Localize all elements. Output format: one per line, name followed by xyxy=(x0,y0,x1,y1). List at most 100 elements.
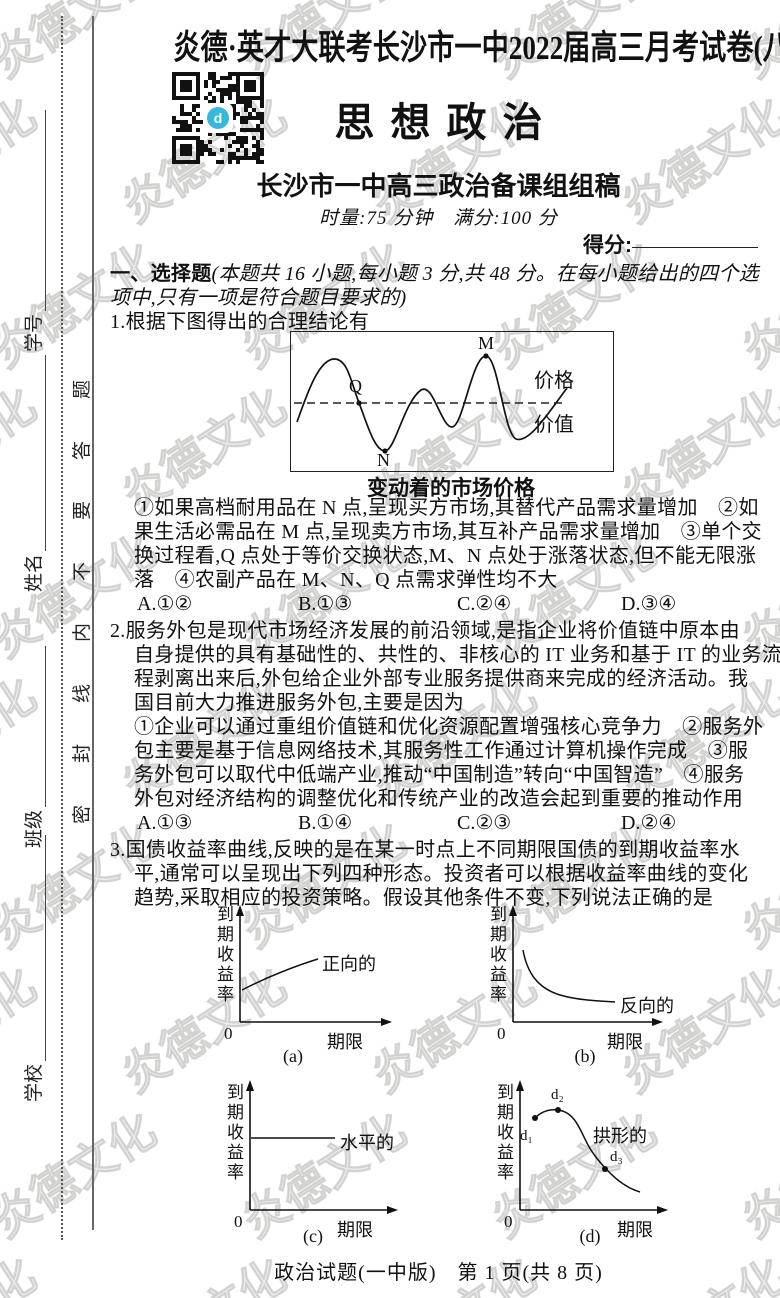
curve-label: 水平的 xyxy=(340,1133,394,1153)
origin-label: 0 xyxy=(224,1024,233,1043)
duration-score-line: 时量:75 分钟 满分:100 分 xyxy=(319,208,558,229)
y-axis-label: 到期收益率 xyxy=(494,1083,513,1183)
section-intro-line2: 项中,只有一项是符合题目要求的) xyxy=(110,287,407,309)
chart-caption: (c) xyxy=(303,1226,323,1246)
q3-line: 平,通常可以呈现出下列四种形态。投资者可以根据收益率曲线的变化 xyxy=(134,863,749,885)
q2-line: ①企业可以通过重组价值链和优化资源配置增强核心竞争力 ②服务外 xyxy=(134,716,764,738)
q2-line: 程剥离出来后,外包给企业外部专业服务提供商来完成的经济活动。我 xyxy=(134,668,749,690)
watermark-text: 炎德文化 xyxy=(732,1103,780,1248)
qr-logo-glyph: d xyxy=(207,107,229,129)
yield-chart-c: 到期收益率 0 期限 水平的 (c) xyxy=(210,1075,410,1246)
q1-option-c: C.②④ xyxy=(457,593,512,615)
q2-options-row: A.①③ B.①④ C.②③ D.②④ xyxy=(0,811,780,835)
q1-option-a: A.①② xyxy=(137,593,193,615)
seal-char: 线 xyxy=(72,683,94,703)
q1-stem: 1.根据下图得出的合理结论有 xyxy=(110,311,370,333)
seal-char: 不 xyxy=(72,562,94,582)
q1-line: 落 ④农副产品在 M、N、Q 点需求弹性均不大 xyxy=(134,569,558,591)
point-label-d1: d₁ xyxy=(520,1128,533,1144)
origin-label: 0 xyxy=(497,1024,506,1043)
margin-rule-line xyxy=(92,16,94,1230)
figure-point-n: N xyxy=(377,450,390,470)
q1-figure-price-fluctuation: Q M N 价格 价值 xyxy=(290,331,614,472)
curve-label: 反向的 xyxy=(620,996,674,1016)
chart-caption: (b) xyxy=(574,1046,596,1066)
student-id-blank: 学号 xyxy=(20,110,46,352)
x-axis-label: 期限 xyxy=(327,1032,363,1052)
yield-chart-d-axes xyxy=(516,1080,668,1214)
point-label-d3: d₃ xyxy=(610,1149,623,1165)
yield-chart-d: 到期收益率 d₁ d₂ d₃ 0 期限 拱形的 (d) xyxy=(480,1075,680,1246)
seal-char: 内 xyxy=(72,622,94,642)
organizer-line: 长沙市一中高三政治备课组组稿 xyxy=(256,171,621,201)
figure-value-label: 价值 xyxy=(534,414,574,436)
q2-line: 务外包可以取代中低端产业,推动“中国制造”转向“中国智造” ④服务 xyxy=(134,764,745,786)
page-footer: 政治试题(一中版) 第 1 页(共 8 页) xyxy=(274,1262,603,1284)
origin-label: 0 xyxy=(504,1212,513,1231)
q2-option-c: C.②③ xyxy=(457,812,512,834)
watermark-text: 炎德文化 xyxy=(0,0,165,88)
watermark-text: 炎德文化 xyxy=(0,1240,47,1298)
student-id-label: 学号 xyxy=(24,313,45,352)
seal-dotted-line xyxy=(61,16,63,1240)
seal-char: 题 xyxy=(72,379,94,400)
q1-line: 换过程看,Q 点处于等价交换状态,M、N 点处于涨落状态,但不能无限涨 xyxy=(134,545,757,567)
seal-char: 封 xyxy=(72,744,94,764)
class-write-line xyxy=(30,646,46,807)
name-blank: 姓名 xyxy=(20,355,46,592)
y-axis-label: 到期收益率 xyxy=(487,905,506,1005)
seal-char: 答 xyxy=(72,440,94,460)
chart-caption: (d) xyxy=(579,1226,601,1246)
watermark-text: 炎德文化 xyxy=(0,1103,165,1248)
price-curve-plot xyxy=(294,353,568,454)
student-id-write-line xyxy=(30,110,46,311)
origin-label: 0 xyxy=(234,1212,243,1231)
x-axis-label: 期限 xyxy=(607,1032,643,1052)
q2-line: 自身提供的具有基础性的、共性的、非核心的 IT 业务和基于 IT 的业务流 xyxy=(134,644,780,666)
section-title: 一、选择题 xyxy=(110,263,212,285)
curve-label: 正向的 xyxy=(322,954,376,974)
x-axis-label: 期限 xyxy=(337,1220,373,1240)
q1-figure-caption: 变动着的市场价格 xyxy=(367,476,535,500)
seal-char: 要 xyxy=(72,501,94,521)
point-label-d2: d₂ xyxy=(551,1087,564,1103)
q2-option-a: A.①③ xyxy=(137,812,193,834)
q2-option-b: B.①④ xyxy=(298,812,353,834)
score-write-line xyxy=(632,247,758,248)
figure-point-q: Q xyxy=(349,376,362,396)
name-write-line xyxy=(30,355,46,551)
section-intro-rest: (本题共 16 小题,每小题 3 分,共 48 分。在每小题给出的四个选 xyxy=(211,263,759,285)
name-label: 姓名 xyxy=(24,553,45,592)
figure-price-label: 价格 xyxy=(534,370,574,392)
yield-chart-c-axes xyxy=(246,1080,398,1214)
q1-line: ①如果高档耐用品在 N 点,呈现买方市场,其替代产品需求量增加 ②如 xyxy=(134,497,759,519)
q2-line: 外包对经济结构的调整优化和传统产业的改造会起到重要的推动作用 xyxy=(134,788,743,810)
score-field: 得分: xyxy=(583,229,758,259)
score-label: 得分: xyxy=(583,234,632,257)
qr-logo-icon: d xyxy=(203,103,233,133)
chart-caption: (a) xyxy=(283,1046,303,1066)
q1-line: 果生活必需品在 M 点,呈现卖方市场,其互补产品需求量增加 ③单个交 xyxy=(134,521,762,543)
yield-chart-b-axes xyxy=(509,905,663,1026)
q1-option-d: D.③④ xyxy=(621,593,677,615)
yield-chart-a: 到期收益率 0 期限 正向的 (a) xyxy=(200,900,400,1070)
q2-line: 2.服务外包是现代市场经济发展的前沿领域,是指企业将价值链中原本由 xyxy=(110,620,740,642)
section-intro-line1: 一、选择题(本题共 16 小题,每小题 3 分,共 48 分。在每小题给出的四个… xyxy=(110,262,759,286)
q3-line: 趋势,采取相应的投资策略。假设其他条件不变,下列说法正确的是 xyxy=(134,887,713,909)
yield-chart-a-axes xyxy=(236,905,392,1026)
subject-title: 思想政治 xyxy=(334,101,559,145)
school-blank: 学校 xyxy=(20,835,46,1102)
yield-chart-b: 到期收益率 0 期限 反向的 (b) xyxy=(475,900,675,1070)
exam-header-title: 炎德·英才大联考长沙市一中2022届高三月考试卷(八) xyxy=(173,30,780,67)
q1-option-b: B.①③ xyxy=(298,593,353,615)
school-write-line xyxy=(30,835,46,1061)
curve-label: 拱形的 xyxy=(593,1126,647,1146)
y-axis-label: 到期收益率 xyxy=(214,905,233,1005)
y-axis-label: 到期收益率 xyxy=(224,1083,243,1183)
x-axis-label: 期限 xyxy=(617,1220,653,1240)
q2-option-d: D.②④ xyxy=(621,812,677,834)
q2-line: 国目前大力推进服务外包,主要是因为 xyxy=(134,692,465,714)
q2-line: 包主要是基于信息网络技术,其服务性工作通过计算机操作完成 ③服 xyxy=(134,740,749,762)
q3-line: 3.国债收益率曲线,反映的是在某一时点上不同期限国债的到期收益率水 xyxy=(110,839,740,861)
